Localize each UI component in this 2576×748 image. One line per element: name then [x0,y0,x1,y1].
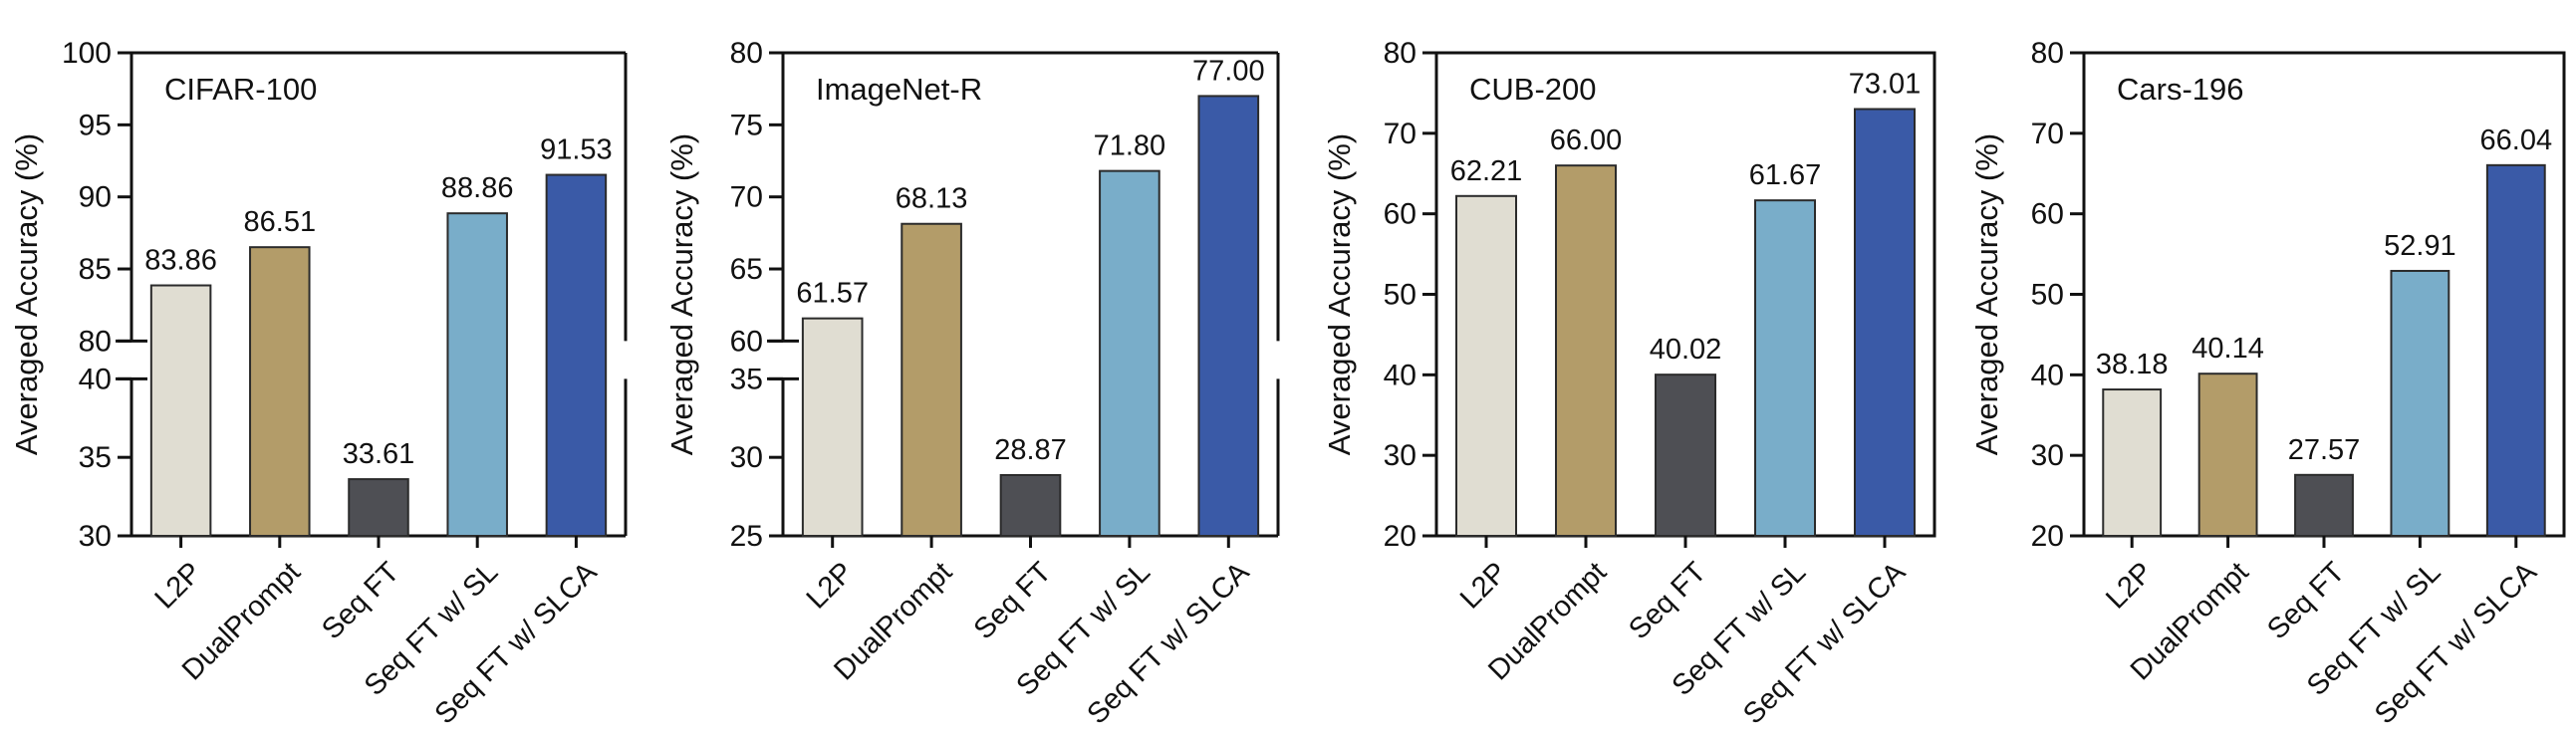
y-axis-title: Averaged Accuracy (%) [664,133,699,455]
y-axis-title: Averaged Accuracy (%) [1322,133,1357,455]
panel-title: Cars-196 [2117,72,2244,107]
y-tick-label: 95 [79,109,112,141]
x-category-label: L2P [1454,556,1513,615]
bar-seq-ft-w-slca [1197,95,1260,537]
bar-dualprompt [249,246,311,537]
bar-seq-ft [1655,374,1716,537]
x-category-label: L2P [149,556,208,615]
chart-panel-cifar-100: 30 35 40 80 85 90 95 100 Averaged Accuracy (%) CI… [9,37,628,730]
chart-panel-imagenet-r: 25 30 35 60 65 70 75 80 Averaged Accuracy (%) Ima… [664,37,1280,730]
x-category-label: Seq FT [316,556,405,645]
y-tick-label: 70 [2031,118,2064,150]
bar-value-label: 40.02 [1650,334,1722,366]
bar-value-label: 88.86 [441,172,514,204]
y-tick-label: 100 [62,37,112,70]
y-tick-label: 80 [1384,37,1417,70]
x-category-label: Seq FT [1623,556,1712,645]
bar-value-label: 77.00 [1192,55,1265,87]
y-tick-label: 70 [1384,118,1417,150]
bar-seq-ft-w-sl [446,212,508,537]
chart-panel-cars-196: 20 30 40 50 60 70 80 Averaged Accuracy (%) Cars-… [1969,37,2566,730]
bar-value-label: 68.13 [896,183,968,215]
y-tick-label: 25 [730,520,763,553]
y-tick-label: 80 [2031,37,2064,70]
bar-value-label: 66.04 [2480,125,2553,156]
bar-l2p [801,317,864,537]
y-tick-label: 60 [730,325,763,358]
bar-value-label: 86.51 [244,206,317,238]
bar-seq-ft-w-sl [1099,169,1160,538]
y-tick-label: 40 [2031,359,2064,391]
bar-seq-ft-w-slca [1854,108,1916,537]
y-tick-label: 60 [2031,198,2064,231]
bar-l2p [149,284,212,538]
y-tick-label: 40 [1384,359,1417,391]
panel-title: CIFAR-100 [164,72,317,107]
y-tick-label: 50 [2031,279,2064,312]
bar-value-label: 40.14 [2191,333,2264,365]
bar-seq-ft [348,478,409,538]
bar-seq-ft [2294,473,2354,538]
bar-value-label: 91.53 [540,134,613,166]
y-tick-label: 35 [730,363,763,395]
bar-value-label: 66.00 [1550,125,1623,156]
y-tick-label: 30 [1384,439,1417,472]
y-tick-label: 80 [730,37,763,70]
bar-seq-ft [999,473,1062,537]
bar-value-label: 62.21 [1450,155,1523,187]
panel-title: CUB-200 [1469,72,1597,107]
y-tick-label: 85 [79,253,112,286]
y-tick-label: 30 [2031,439,2064,472]
x-category-label: L2P [2100,556,2159,615]
y-tick-label: 20 [1384,520,1417,553]
y-tick-label: 30 [730,441,763,474]
y-tick-label: 65 [730,253,763,286]
y-tick-label: 75 [730,109,763,141]
y-tick-label: 70 [730,181,763,214]
x-category-label: Seq FT [968,556,1058,645]
bar-value-label: 61.67 [1749,159,1822,191]
y-tick-label: 40 [79,363,112,395]
bar-dualprompt [2197,373,2258,537]
bar-value-label: 61.57 [796,278,869,310]
bar-l2p [2102,388,2163,538]
panel-title: ImageNet-R [816,72,982,107]
bar-value-label: 28.87 [994,434,1067,466]
bar-seq-ft-w-sl [1754,199,1816,537]
y-tick-label: 30 [79,520,112,553]
bar-seq-ft-w-sl [2390,269,2450,537]
y-tick-label: 90 [79,181,112,214]
bar-value-label: 27.57 [2288,434,2361,466]
y-axis-title: Averaged Accuracy (%) [1969,133,2004,455]
bar-value-label: 71.80 [1094,130,1166,162]
chart-panel-cub-200: 20 30 40 50 60 70 80 Averaged Accuracy (%) CUB-2… [1322,37,1936,730]
bar-dualprompt [901,222,962,538]
bar-value-label: 38.18 [2096,349,2169,380]
y-tick-label: 80 [79,325,112,358]
x-category-label: Seq FT w/ SLCA [2369,556,2543,730]
bar-seq-ft-w-slca [545,173,608,537]
y-tick-label: 35 [79,441,112,474]
bar-l2p [1455,194,1517,538]
x-category-label: L2P [801,556,860,615]
bar-seq-ft-w-slca [2485,163,2546,538]
bar-value-label: 73.01 [1849,69,1922,101]
bar-value-label: 83.86 [144,245,217,277]
y-tick-label: 50 [1384,279,1417,312]
bar-value-label: 52.91 [2384,230,2456,262]
x-category-label: Seq FT [2261,556,2351,645]
y-axis-title: Averaged Accuracy (%) [9,133,44,455]
bar-value-label: 33.61 [343,438,415,470]
y-tick-label: 60 [1384,198,1417,231]
bar-dualprompt [1555,164,1617,538]
y-tick-label: 20 [2031,520,2064,553]
